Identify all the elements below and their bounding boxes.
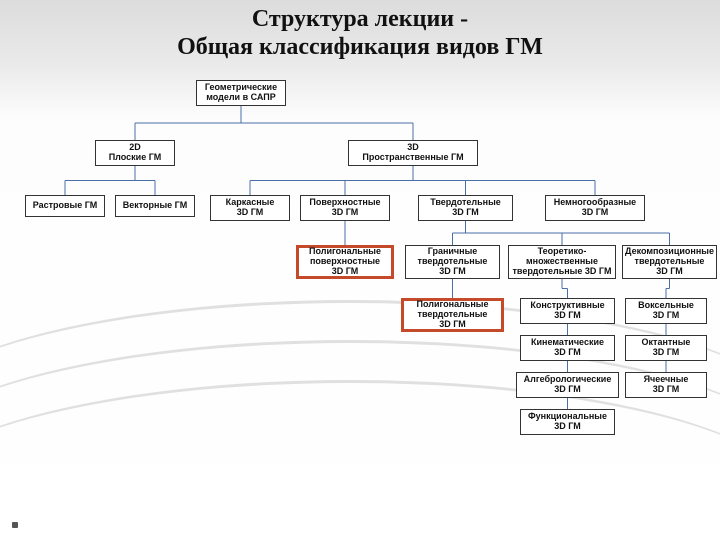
node-gran: Граничныетвердотельные3D ГМ [405, 245, 500, 279]
node-kark: Каркасные3D ГМ [210, 195, 290, 221]
node-nemn: Немногообразные3D ГМ [545, 195, 645, 221]
page-title: Структура лекции - Общая классификация в… [0, 6, 720, 61]
node-teor: Теоретико-множественныетвердотельные 3D … [508, 245, 616, 279]
node-algebr: Алгебрологические3D ГМ [516, 372, 619, 398]
title-line-1: Структура лекции - [252, 6, 468, 32]
node-konstr: Конструктивные3D ГМ [520, 298, 615, 324]
node-kinem: Кинематические3D ГМ [520, 335, 615, 361]
node-voksel: Воксельные3D ГМ [625, 298, 707, 324]
node-2d: 2DПлоские ГМ [95, 140, 175, 166]
node-dekomp: Декомпозиционныетвердотельные3D ГМ [622, 245, 717, 279]
node-vect: Векторные ГМ [115, 195, 195, 217]
node-root: Геометрическиемодели в САПР [196, 80, 286, 106]
node-oktant: Октантные3D ГМ [625, 335, 707, 361]
node-polypov: Полигональныеповерхностные3D ГМ [296, 245, 394, 279]
node-rast: Растровые ГМ [25, 195, 105, 217]
node-3d: 3DПространственные ГМ [348, 140, 478, 166]
node-pov: Поверхностные3D ГМ [300, 195, 390, 221]
node-tverd: Твердотельные3D ГМ [418, 195, 513, 221]
bullet-icon [12, 522, 18, 528]
node-polytv: Полигональныетвердотельные3D ГМ [401, 298, 504, 332]
node-yache: Ячеечные3D ГМ [625, 372, 707, 398]
node-funk: Функциональные3D ГМ [520, 409, 615, 435]
title-line-2: Общая классификация видов ГМ [177, 34, 543, 60]
